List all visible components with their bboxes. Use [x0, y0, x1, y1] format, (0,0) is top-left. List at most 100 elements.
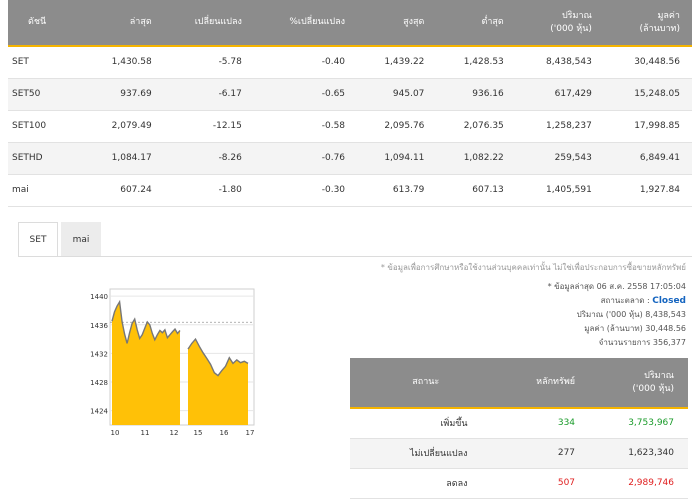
index-last: 1,084.17 — [84, 142, 164, 175]
afternoon-session-line — [187, 337, 249, 377]
market-info: * ข้อมูลเพื่อการศึกษาหรือใช้งานส่วนบุคคล… — [381, 262, 686, 348]
table-row: SET50 937.69 -6.17 -0.65 945.07 936.16 6… — [8, 78, 692, 111]
table-row: SETHD 1,084.17 -8.26 -0.76 1,094.11 1,08… — [8, 142, 692, 175]
volume-value: 8,438,543 — [645, 310, 686, 319]
index-volume: 617,429 — [515, 78, 604, 111]
value-label: มูลค่า (ล้านบาท) — [584, 324, 643, 333]
disclaimer-text: * ข้อมูลเพื่อการศึกษาหรือใช้งานส่วนบุคคล… — [380, 263, 686, 272]
index-pct-change: -0.58 — [253, 110, 358, 143]
last-updated: * ข้อมูลล่าสุด 06 ส.ค. 2558 17:05:04 — [547, 282, 686, 291]
index-link-sethd[interactable]: SETHD — [8, 142, 85, 175]
breadth-status: ลดลง — [350, 468, 502, 499]
index-low: 936.16 — [436, 78, 516, 111]
table-row: mai 607.24 -1.80 -0.30 613.79 607.13 1,4… — [8, 174, 692, 207]
index-change: -1.80 — [163, 174, 254, 207]
tab-divider — [18, 256, 692, 257]
index-change: -12.15 — [163, 110, 254, 143]
index-table: ดัชนี ล่าสุด เปลี่ยนแปลง %เปลี่ยนแปลง สู… — [8, 0, 692, 207]
chart-y-axis: 1440 1436 1432 1428 1424 — [90, 293, 108, 416]
tab-set[interactable]: SET — [18, 222, 58, 257]
index-pct-change: -0.40 — [253, 46, 358, 79]
header-value: มูลค่า (ล้านบาท) — [603, 0, 692, 47]
deals-value: 356,377 — [652, 338, 686, 347]
index-low: 1,428.53 — [436, 46, 516, 79]
header-securities: หลักทรัพย์ — [501, 358, 590, 409]
breadth-count: 507 — [501, 468, 590, 499]
index-table-header: ดัชนี ล่าสุด เปลี่ยนแปลง %เปลี่ยนแปลง สู… — [8, 0, 692, 47]
index-value: 1,927.84 — [603, 174, 692, 207]
breadth-volume: 3,753,967 — [589, 408, 688, 439]
index-last: 607.24 — [84, 174, 164, 207]
chart-x-axis: 10 11 12 15 16 17 — [111, 429, 255, 437]
value-value: 30,448.56 — [645, 324, 686, 333]
breadth-status: ไม่เปลี่ยนแปลง — [350, 438, 502, 469]
index-name: mai — [8, 174, 85, 207]
breadth-count: 277 — [501, 438, 590, 469]
market-breadth-table: สถานะ หลักทรัพย์ ปริมาณ ('000 หุ้น) เพิ่ม… — [350, 358, 688, 499]
table-row: ไม่เปลี่ยนแปลง 277 1,623,340 — [350, 438, 688, 469]
index-volume: 1,258,237 — [515, 110, 604, 143]
header-change: เปลี่ยนแปลง — [163, 0, 254, 47]
header-pct-change: %เปลี่ยนแปลง — [253, 0, 358, 47]
y-tick-label: 1440 — [90, 293, 108, 301]
index-high: 945.07 — [357, 78, 437, 111]
y-tick-label: 1432 — [90, 350, 108, 358]
morning-session-line — [111, 299, 181, 344]
index-high: 613.79 — [357, 174, 437, 207]
index-high: 1,439.22 — [357, 46, 437, 79]
afternoon-session-area — [188, 339, 248, 425]
index-value: 17,998.85 — [603, 110, 692, 143]
index-last: 2,079.49 — [84, 110, 164, 143]
deals-label: จำนวนรายการ — [598, 338, 651, 347]
index-pct-change: -0.76 — [253, 142, 358, 175]
table-row: SET100 2,079.49 -12.15 -0.58 2,095.76 2,… — [8, 110, 692, 143]
index-pct-change: -0.65 — [253, 78, 358, 111]
index-change: -6.17 — [163, 78, 254, 111]
y-tick-label: 1436 — [90, 322, 108, 330]
tab-mai[interactable]: mai — [61, 222, 101, 257]
index-value: 15,248.05 — [603, 78, 692, 111]
x-tick-label: 11 — [141, 429, 150, 437]
index-change: -5.78 — [163, 46, 254, 79]
header-status: สถานะ — [350, 358, 502, 409]
market-status-label: สถานะตลาด : — [600, 296, 650, 305]
index-low: 1,082.22 — [436, 142, 516, 175]
index-low: 607.13 — [436, 174, 516, 207]
index-volume: 1,405,591 — [515, 174, 604, 207]
breadth-volume: 1,623,340 — [589, 438, 688, 469]
market-status-value: Closed — [652, 296, 686, 306]
index-high: 2,095.76 — [357, 110, 437, 143]
index-value: 30,448.56 — [603, 46, 692, 79]
table-row: ลดลง 507 2,989,746 — [350, 468, 688, 499]
breadth-status: เพิ่มขึ้น — [350, 408, 502, 439]
index-name: SET — [8, 46, 85, 79]
header-high: สูงสุด — [357, 0, 437, 47]
y-tick-label: 1428 — [90, 379, 108, 387]
breadth-count: 334 — [501, 408, 590, 439]
x-tick-label: 16 — [220, 429, 229, 437]
market-tabs: SET mai — [18, 222, 101, 257]
index-low: 2,076.35 — [436, 110, 516, 143]
index-last: 1,430.58 — [84, 46, 164, 79]
index-last: 937.69 — [84, 78, 164, 111]
table-row: เพิ่มขึ้น 334 3,753,967 — [350, 408, 688, 439]
header-index: ดัชนี — [8, 0, 85, 47]
volume-label: ปริมาณ ('000 หุ้น) — [576, 310, 643, 319]
chart-series — [111, 299, 249, 425]
index-link-set50[interactable]: SET50 — [8, 78, 85, 111]
index-pct-change: -0.30 — [253, 174, 358, 207]
breadth-header: สถานะ หลักทรัพย์ ปริมาณ ('000 หุ้น) — [350, 358, 688, 409]
header-volume: ปริมาณ ('000 หุ้น) — [515, 0, 604, 47]
header-last: ล่าสุด — [84, 0, 164, 47]
x-tick-label: 10 — [111, 429, 120, 437]
intraday-chart: 1440 1436 1432 1428 1424 10 11 12 15 16 17 — [90, 288, 255, 437]
index-volume: 259,543 — [515, 142, 604, 175]
breadth-volume: 2,989,746 — [589, 468, 688, 499]
table-row: SET 1,430.58 -5.78 -0.40 1,439.22 1,428.… — [8, 46, 692, 79]
index-volume: 8,438,543 — [515, 46, 604, 79]
index-change: -8.26 — [163, 142, 254, 175]
y-tick-label: 1424 — [90, 408, 108, 416]
index-value: 6,849.41 — [603, 142, 692, 175]
index-link-set100[interactable]: SET100 — [8, 110, 85, 143]
index-high: 1,094.11 — [357, 142, 437, 175]
